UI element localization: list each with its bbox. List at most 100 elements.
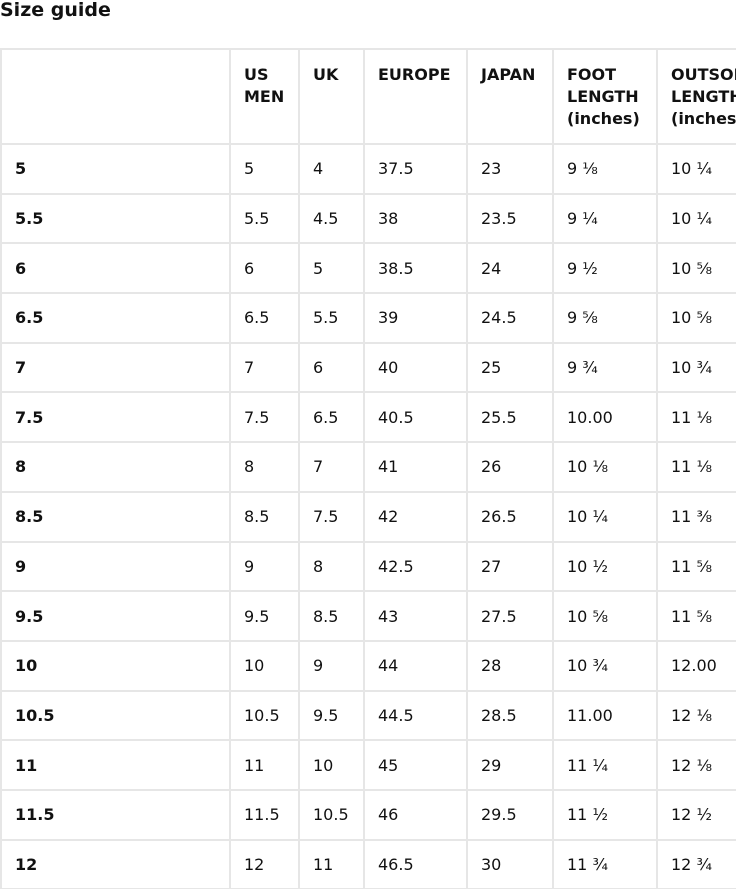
- table-row: 10.5 10.5 9.5 44.5 28.5 11.00 12 ⅛: [0, 689, 736, 742]
- header-cell: [0, 48, 231, 145]
- size-cell: 5.5: [0, 192, 231, 245]
- table-cell: 38: [363, 192, 468, 245]
- table-cell: 27: [466, 540, 554, 593]
- table-cell: 6: [229, 242, 300, 295]
- size-cell: 6: [0, 242, 231, 295]
- table-cell: 4.5: [298, 192, 365, 245]
- table-cell: 26: [466, 441, 554, 493]
- page-title: Size guide: [0, 0, 111, 21]
- table-container: US MEN UK EUROPE JAPAN FOOT LENGTH (inches) O…: [0, 48, 736, 889]
- table-row: 12 12 11 46.5 30 11 ¾ 12 ¾: [0, 838, 736, 889]
- size-cell: 10: [0, 639, 231, 692]
- table-row: 7.5 7.5 6.5 40.5 25.5 10.00 11 ⅛: [0, 391, 736, 444]
- size-cell: 7: [0, 341, 231, 394]
- table-cell: 11: [229, 739, 300, 791]
- table-cell: 10 ¼: [552, 490, 658, 543]
- table-cell: 5: [298, 242, 365, 295]
- table-cell: 8: [298, 540, 365, 593]
- table-row: 9.5 9.5 8.5 43 27.5 10 ⅝ 11 ⅝: [0, 590, 736, 642]
- table-cell: 5.5: [298, 292, 365, 344]
- size-cell: 5: [0, 143, 231, 195]
- table-cell: 11.5: [229, 788, 300, 841]
- table-row: 6 6 5 38.5 24 9 ½ 10 ⅝: [0, 242, 736, 295]
- table-cell: 6.5: [298, 391, 365, 444]
- table-cell: 11 ⅛: [656, 391, 736, 444]
- table-cell: 9.5: [298, 689, 365, 742]
- size-cell: 12: [0, 838, 231, 889]
- table-row: 11 11 10 45 29 11 ¼ 12 ⅛: [0, 739, 736, 791]
- table-cell: 10 ¼: [656, 143, 736, 195]
- table-cell: 10 ¾: [552, 639, 658, 692]
- table-cell: 10 ½: [552, 540, 658, 593]
- table-cell: 40.5: [363, 391, 468, 444]
- header-cell: US MEN: [229, 48, 300, 145]
- table-cell: 26.5: [466, 490, 554, 543]
- table-cell: 10 ⅝: [656, 242, 736, 295]
- table-cell: 28.5: [466, 689, 554, 742]
- table-cell: 8.5: [229, 490, 300, 543]
- table-row: 8.5 8.5 7.5 42 26.5 10 ¼ 11 ⅜: [0, 490, 736, 543]
- size-cell: 9.5: [0, 590, 231, 642]
- table-cell: 8: [229, 441, 300, 493]
- table-cell: 9 ⅛: [552, 143, 658, 195]
- table-cell: 10 ¼: [656, 192, 736, 245]
- table-cell: 10.5: [298, 788, 365, 841]
- table-cell: 12 ⅛: [656, 689, 736, 742]
- size-cell: 8.5: [0, 490, 231, 543]
- table-cell: 42: [363, 490, 468, 543]
- table-cell: 42.5: [363, 540, 468, 593]
- table-row: 5.5 5.5 4.5 38 23.5 9 ¼ 10 ¼: [0, 192, 736, 245]
- table-cell: 40: [363, 341, 468, 394]
- table-cell: 39: [363, 292, 468, 344]
- table-cell: 9 ⅝: [552, 292, 658, 344]
- table-row: 5 5 4 37.5 23 9 ⅛ 10 ¼: [0, 143, 736, 195]
- size-cell: 11.5: [0, 788, 231, 841]
- table-cell: 46: [363, 788, 468, 841]
- table-cell: 10 ⅝: [656, 292, 736, 344]
- table-cell: 9 ¾: [552, 341, 658, 394]
- table-cell: 10.00: [552, 391, 658, 444]
- size-cell: 10.5: [0, 689, 231, 742]
- table-cell: 6: [298, 341, 365, 394]
- table-cell: 29: [466, 739, 554, 791]
- table-cell: 11.00: [552, 689, 658, 742]
- size-cell: 8: [0, 441, 231, 493]
- table-cell: 12 ½: [656, 788, 736, 841]
- table-row: 8 8 7 41 26 10 ⅛ 11 ⅛: [0, 441, 736, 493]
- header-row: US MEN UK EUROPE JAPAN FOOT LENGTH (inches) O…: [0, 48, 736, 145]
- header-cell: EUROPE: [363, 48, 468, 145]
- table-cell: 10 ⅝: [552, 590, 658, 642]
- table-cell: 12 ⅛: [656, 739, 736, 791]
- table-cell: 6.5: [229, 292, 300, 344]
- table-row: 6.5 6.5 5.5 39 24.5 9 ⅝ 10 ⅝: [0, 292, 736, 344]
- table-cell: 10: [229, 639, 300, 692]
- size-table: US MEN UK EUROPE JAPAN FOOT LENGTH (inches) O…: [0, 48, 736, 889]
- size-cell: 7.5: [0, 391, 231, 444]
- table-cell: 9: [229, 540, 300, 593]
- table-cell: 11 ¾: [552, 838, 658, 889]
- table-cell: 7: [298, 441, 365, 493]
- table-cell: 24.5: [466, 292, 554, 344]
- table-cell: 11 ⅝: [656, 590, 736, 642]
- table-cell: 11 ½: [552, 788, 658, 841]
- table-cell: 11 ⅜: [656, 490, 736, 543]
- table-cell: 11 ¼: [552, 739, 658, 791]
- table-cell: 44.5: [363, 689, 468, 742]
- table-cell: 7.5: [229, 391, 300, 444]
- table-cell: 46.5: [363, 838, 468, 889]
- table-cell: 27.5: [466, 590, 554, 642]
- table-cell: 11 ⅝: [656, 540, 736, 593]
- table-cell: 25.5: [466, 391, 554, 444]
- table-row: 10 10 9 44 28 10 ¾ 12.00: [0, 639, 736, 692]
- table-cell: 12.00: [656, 639, 736, 692]
- table-cell: 12: [229, 838, 300, 889]
- table-cell: 24: [466, 242, 554, 295]
- table-cell: 10 ¾: [656, 341, 736, 394]
- table-cell: 37.5: [363, 143, 468, 195]
- header-cell: JAPAN: [466, 48, 554, 145]
- table-cell: 25: [466, 341, 554, 394]
